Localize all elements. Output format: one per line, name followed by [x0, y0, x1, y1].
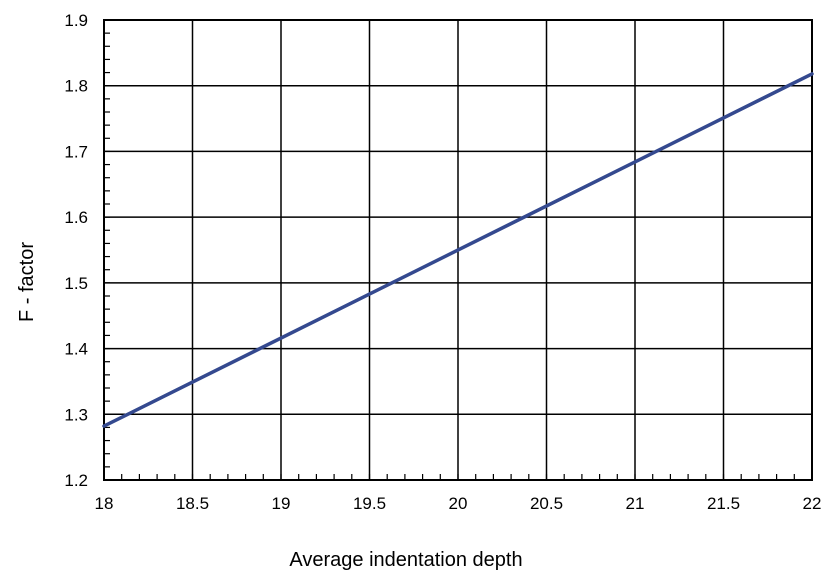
x-tick-label: 19	[272, 494, 291, 513]
y-tick-label: 1.2	[64, 471, 88, 490]
x-tick-labels: 18 18.5 19 19.5 20 20.5 21 21.5 22	[95, 494, 822, 513]
plot-frame	[103, 19, 813, 481]
series-line-0	[102, 72, 814, 428]
series-layer	[102, 72, 814, 428]
y-tick-label: 1.8	[64, 77, 88, 96]
x-tick-label: 20.5	[530, 494, 563, 513]
y-tick-label: 1.3	[64, 405, 88, 424]
x-tick-label: 18.5	[176, 494, 209, 513]
y-tick-labels: 1.2 1.3 1.4 1.5 1.6 1.7 1.8 1.9	[64, 11, 88, 490]
y-tick-label: 1.5	[64, 274, 88, 293]
y-axis-title: F - factor	[16, 242, 38, 322]
y-tick-label: 1.7	[64, 142, 88, 161]
x-tick-label: 22	[803, 494, 822, 513]
x-tick-label: 19.5	[353, 494, 386, 513]
y-tick-label: 1.6	[64, 208, 88, 227]
y-tick-label: 1.4	[64, 340, 88, 359]
x-axis-title: Average indentation depth	[289, 549, 522, 571]
y-tick-label: 1.9	[64, 11, 88, 30]
x-tick-label: 21.5	[707, 494, 740, 513]
x-tick-label: 21	[626, 494, 645, 513]
x-tick-label: 18	[95, 494, 114, 513]
x-tick-label: 20	[449, 494, 468, 513]
